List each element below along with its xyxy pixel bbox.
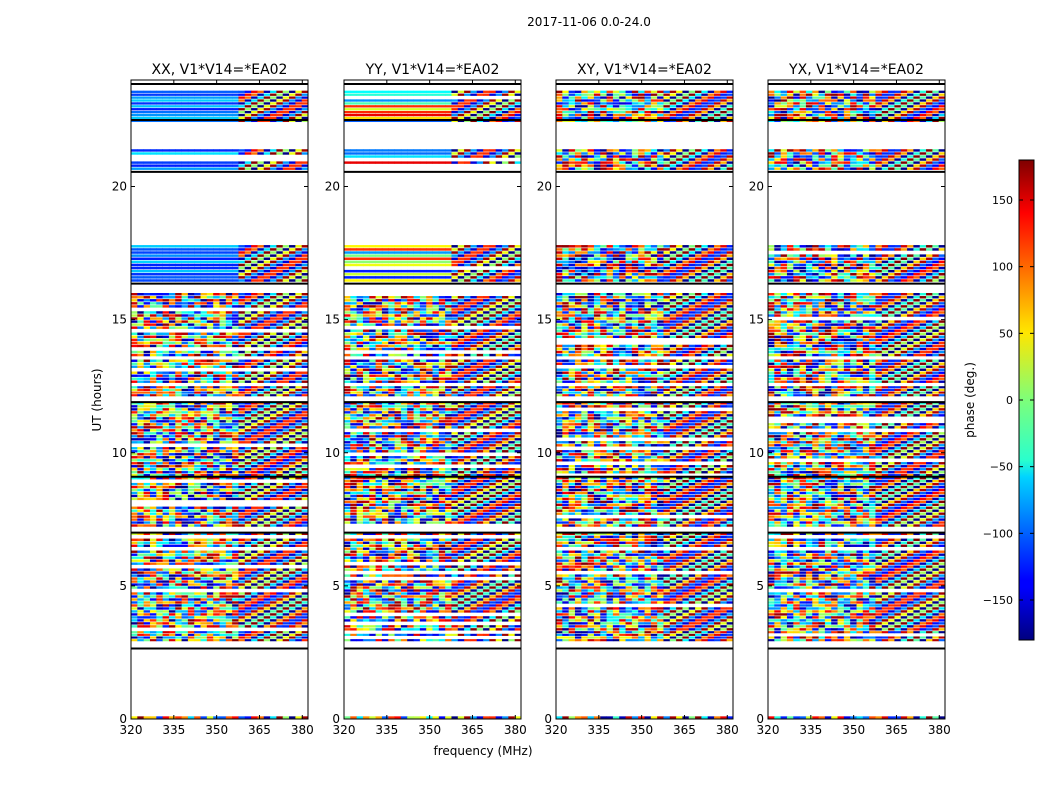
y-tick-label: 15 xyxy=(537,313,552,327)
colorbar-label: phase (deg.) xyxy=(963,362,977,438)
x-tick-label: 380 xyxy=(291,723,314,737)
y-tick-label: 0 xyxy=(756,712,764,726)
plot-frame xyxy=(343,79,522,720)
plot-frame xyxy=(767,79,946,720)
panel-yx: YX, V1*V14=*EA02 320 335 350 365 380 0 5 10 15 20 xyxy=(749,62,951,737)
x-tick-label: 365 xyxy=(461,723,484,737)
colorbar-tick-label: −150 xyxy=(983,594,1013,607)
colorbar-tick-label: 0 xyxy=(1006,394,1013,407)
figure-suptitle: 2017-11-06 0.0-24.0 xyxy=(527,15,651,29)
colorbar-tick-label: 100 xyxy=(992,261,1013,274)
y-tick-label: 20 xyxy=(112,180,127,194)
x-tick-label: 335 xyxy=(162,723,185,737)
panel-xx: XX, V1*V14=*EA02 320 335 350 365 380 0 5 10 15 20 xyxy=(112,62,314,737)
y-tick-label: 15 xyxy=(112,313,127,327)
y-tick-label: 0 xyxy=(332,712,340,726)
y-tick-label: 0 xyxy=(119,712,127,726)
colorbar: −150 −100 −50 0 50 100 150 phase (deg.) xyxy=(963,159,1035,641)
y-tick-label: 5 xyxy=(756,579,764,593)
y-tick-label: 20 xyxy=(537,180,552,194)
y-tick-label: 5 xyxy=(119,579,127,593)
phase-raster xyxy=(556,90,733,719)
y-tick-label: 10 xyxy=(325,446,340,460)
x-tick-label: 320 xyxy=(333,723,356,737)
colorbar-tick-label: 50 xyxy=(999,327,1013,340)
plot-frame xyxy=(130,79,309,720)
colorbar-tick-label: 150 xyxy=(992,194,1013,207)
x-tick-label: 350 xyxy=(630,723,653,737)
y-tick-label: 5 xyxy=(544,579,552,593)
x-tick-label: 335 xyxy=(799,723,822,737)
x-tick-label: 365 xyxy=(885,723,908,737)
phase-raster xyxy=(131,90,308,719)
colorbar-ticks: −150 −100 −50 0 50 100 150 xyxy=(983,194,1034,607)
x-axis-label: frequency (MHz) xyxy=(433,744,532,758)
y-tick-label: 0 xyxy=(544,712,552,726)
y-tick-label: 5 xyxy=(332,579,340,593)
x-tick-label: 320 xyxy=(545,723,568,737)
x-tick-label: 365 xyxy=(673,723,696,737)
x-tick-label: 365 xyxy=(248,723,271,737)
panel-xy: XY, V1*V14=*EA02 320 335 350 365 380 0 5 10 15 20 xyxy=(537,62,739,737)
phase-raster xyxy=(344,90,521,719)
x-tick-label: 335 xyxy=(587,723,610,737)
colorbar-tick-label: −100 xyxy=(983,527,1013,540)
colorbar-tick-label: −50 xyxy=(990,461,1013,474)
panel-title: YY, V1*V14=*EA02 xyxy=(365,62,500,78)
y-tick-label: 10 xyxy=(537,446,552,460)
x-tick-label: 335 xyxy=(375,723,398,737)
y-tick-label: 15 xyxy=(325,313,340,327)
y-tick-label: 10 xyxy=(112,446,127,460)
x-tick-label: 380 xyxy=(504,723,527,737)
plot-frame xyxy=(555,79,734,720)
y-tick-label: 20 xyxy=(749,180,764,194)
phase-raster xyxy=(768,90,945,719)
panel-yy: YY, V1*V14=*EA02 320 335 350 365 380 0 5 10 15 20 xyxy=(325,62,527,737)
y-tick-label: 20 xyxy=(325,180,340,194)
plot-background xyxy=(344,80,521,719)
y-tick-label: 15 xyxy=(749,313,764,327)
x-tick-label: 350 xyxy=(842,723,865,737)
panel-title: XY, V1*V14=*EA02 xyxy=(577,62,712,78)
x-tick-label: 350 xyxy=(205,723,228,737)
panel-title: XX, V1*V14=*EA02 xyxy=(152,62,288,78)
x-tick-label: 320 xyxy=(757,723,780,737)
y-axis-label: UT (hours) xyxy=(90,368,104,431)
x-tick-label: 320 xyxy=(120,723,143,737)
x-tick-label: 380 xyxy=(716,723,739,737)
x-tick-label: 380 xyxy=(928,723,951,737)
panel-title: YX, V1*V14=*EA02 xyxy=(788,62,924,78)
y-tick-label: 10 xyxy=(749,446,764,460)
x-tick-label: 350 xyxy=(418,723,441,737)
